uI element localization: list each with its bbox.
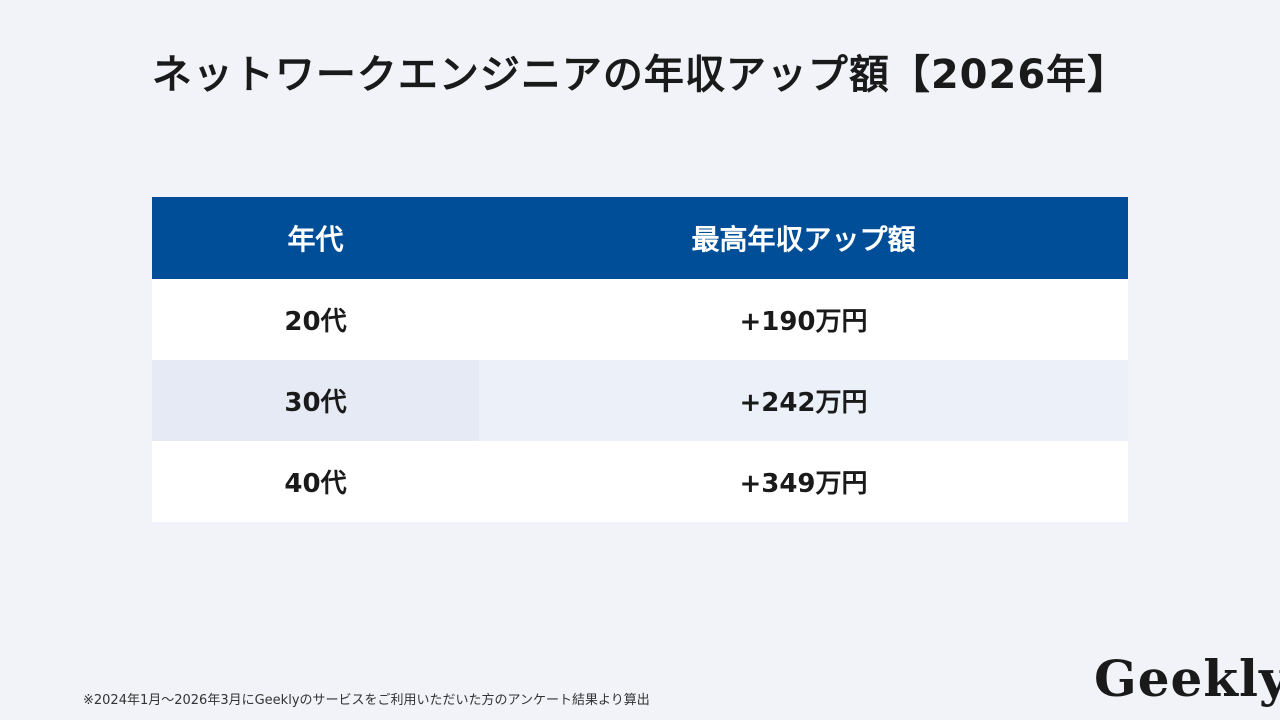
geekly-logo: Geekly [1094,649,1280,708]
table-row: 30代 +242万円 [152,360,1128,441]
page-title: ネットワークエンジニアの年収アップ額【2026年】 [151,52,1129,98]
table-row: 40代 +349万円 [152,441,1128,522]
increase-cell: +242万円 [479,360,1128,441]
increase-cell: +349万円 [739,469,868,499]
table-header-row: 年代 最高年収アップ額 [152,197,1128,279]
age-group-cell: 30代 [152,360,479,441]
salary-increase-table: 年代 最高年収アップ額 20代 +190万円 30代 +242万円 40代 +3… [152,197,1128,522]
increase-cell: +190万円 [739,307,868,337]
age-group-cell: 20代 [284,307,347,337]
header-max-increase: 最高年収アップ額 [691,223,916,256]
table-row: 20代 +190万円 [152,279,1128,360]
source-footnote: ※2024年1月～2026年3月にGeeklyのサービスをご利用いただいた方のア… [83,693,650,708]
header-age-group: 年代 [287,223,344,256]
age-group-cell: 40代 [284,469,347,499]
